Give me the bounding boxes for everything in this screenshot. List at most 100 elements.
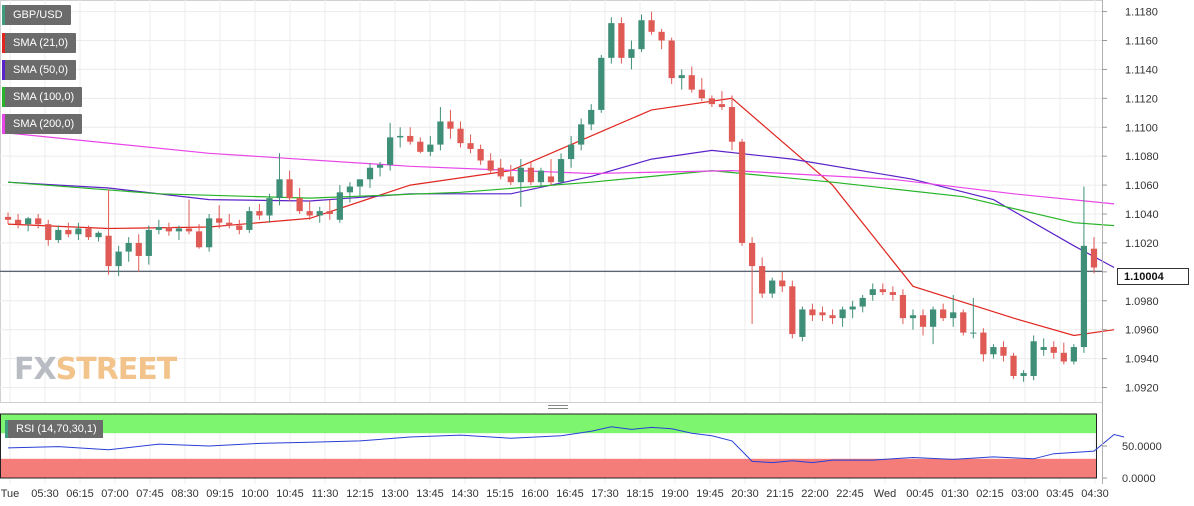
candle-body (527, 167, 535, 183)
candle-bear (829, 309, 836, 324)
y-tick-label: 1.1120 (1125, 93, 1158, 105)
candle-body (35, 218, 42, 225)
candle-bear (306, 201, 313, 220)
rsi-oversold-zone (0, 458, 1097, 478)
candle-body (980, 332, 987, 355)
candle-body (638, 20, 645, 50)
x-tick-label: 10:00 (241, 488, 269, 500)
legend-sma-200-label: SMA (200,0) (13, 118, 75, 130)
rsi-panel (0, 413, 1125, 479)
candle-body (105, 235, 112, 267)
current-price-tag: 1.10004 (1117, 268, 1189, 285)
candle-body (618, 23, 625, 58)
candle-bull (376, 161, 384, 177)
candle-body (1080, 245, 1088, 348)
legend-sma-21[interactable]: SMA (21,0) (2, 33, 77, 53)
x-tick-label: Wed (874, 488, 896, 500)
candle-body (909, 315, 917, 319)
candle-bear (4, 212, 12, 225)
candle-body (738, 141, 746, 243)
candle-bear (668, 37, 675, 84)
candle-bull (276, 153, 283, 206)
x-tick-label: 12:15 (346, 488, 374, 500)
candle-bear (1090, 237, 1098, 274)
candle-bear (1050, 341, 1057, 359)
candle-body (879, 289, 886, 293)
legend-sma-50[interactable]: SMA (50,0) (2, 60, 77, 80)
candle-body (65, 229, 72, 235)
candle-bear (256, 203, 263, 220)
candle-body (668, 40, 675, 79)
x-tick-label: 06:15 (66, 488, 94, 500)
candle-bear (35, 214, 42, 229)
candle-body (628, 49, 635, 58)
legend-sma-200[interactable]: SMA (200,0) (2, 114, 83, 134)
x-tick-label: 09:15 (206, 488, 234, 500)
candle-body (537, 170, 545, 183)
candle-body (175, 228, 183, 232)
candle-bull (266, 193, 273, 223)
legend-swatch (2, 33, 5, 53)
rsi-tick-label: 50.0000 (1122, 441, 1162, 453)
x-tick-label: 03:00 (1011, 488, 1039, 500)
y-tick-label: 1.0940 (1125, 354, 1159, 366)
candle-body (919, 315, 927, 327)
candle-bear (477, 144, 484, 165)
candle-body (145, 229, 152, 256)
x-tick-label: 04:30 (1081, 488, 1109, 500)
x-tick-label: 20:30 (731, 488, 759, 500)
candle-bear (326, 199, 333, 220)
candle-bull (346, 182, 354, 203)
pane-resize-handle[interactable] (548, 405, 568, 411)
candle-bull (567, 135, 575, 168)
candle-bear (85, 225, 92, 241)
rsi-tick-label: 0.0000 (1122, 473, 1156, 485)
candle-body (1010, 355, 1017, 376)
candle-body (759, 266, 766, 294)
candle-bear (698, 78, 705, 102)
candle-bull (678, 69, 685, 90)
candle-bear (889, 286, 896, 301)
candle-bull (145, 225, 152, 265)
rsi-legend[interactable]: RSI (14,70,30,1) (5, 420, 103, 438)
candle-bear (487, 153, 494, 174)
y-tick-label: 1.1140 (1125, 64, 1158, 76)
candle-body (195, 231, 203, 248)
candle-body (366, 167, 374, 180)
candle-bull (75, 222, 82, 241)
candle-body (216, 218, 223, 223)
candle-bear (960, 309, 967, 336)
legend-sma-100[interactable]: SMA (100,0) (2, 87, 83, 107)
x-tick-label: 19:45 (696, 488, 724, 500)
candle-body (326, 211, 333, 215)
fxstreet-logo: FXSTREET (14, 352, 177, 387)
candle-bear (407, 127, 414, 145)
candle-body (517, 167, 524, 183)
candle-body (427, 144, 434, 152)
candle-body (336, 192, 343, 220)
rsi-swatch (5, 420, 8, 438)
candle-bull (125, 237, 132, 262)
candle-body (839, 309, 846, 319)
x-tick-label: 01:30 (941, 488, 969, 500)
sma-200-line (7, 132, 1115, 205)
candle-body (477, 148, 484, 161)
y-tick-label: 1.0960 (1125, 325, 1159, 337)
legend-symbol[interactable]: GBP/USD (2, 5, 71, 25)
x-tick-label: 03:45 (1046, 488, 1074, 500)
x-tick-label: 16:45 (556, 488, 584, 500)
candle-body (859, 297, 866, 307)
candle-body (678, 75, 685, 79)
candle-bull (557, 153, 565, 186)
candle-bear (789, 280, 796, 339)
candle-bear (1060, 342, 1067, 365)
candle-bear (195, 224, 203, 249)
candle-bull (1020, 370, 1027, 382)
candle-bull (628, 40, 635, 70)
candle-bull (437, 107, 444, 151)
candle-body (407, 135, 414, 142)
candle-body (306, 211, 313, 216)
candle-bull (387, 122, 394, 171)
candle-body (809, 309, 816, 316)
